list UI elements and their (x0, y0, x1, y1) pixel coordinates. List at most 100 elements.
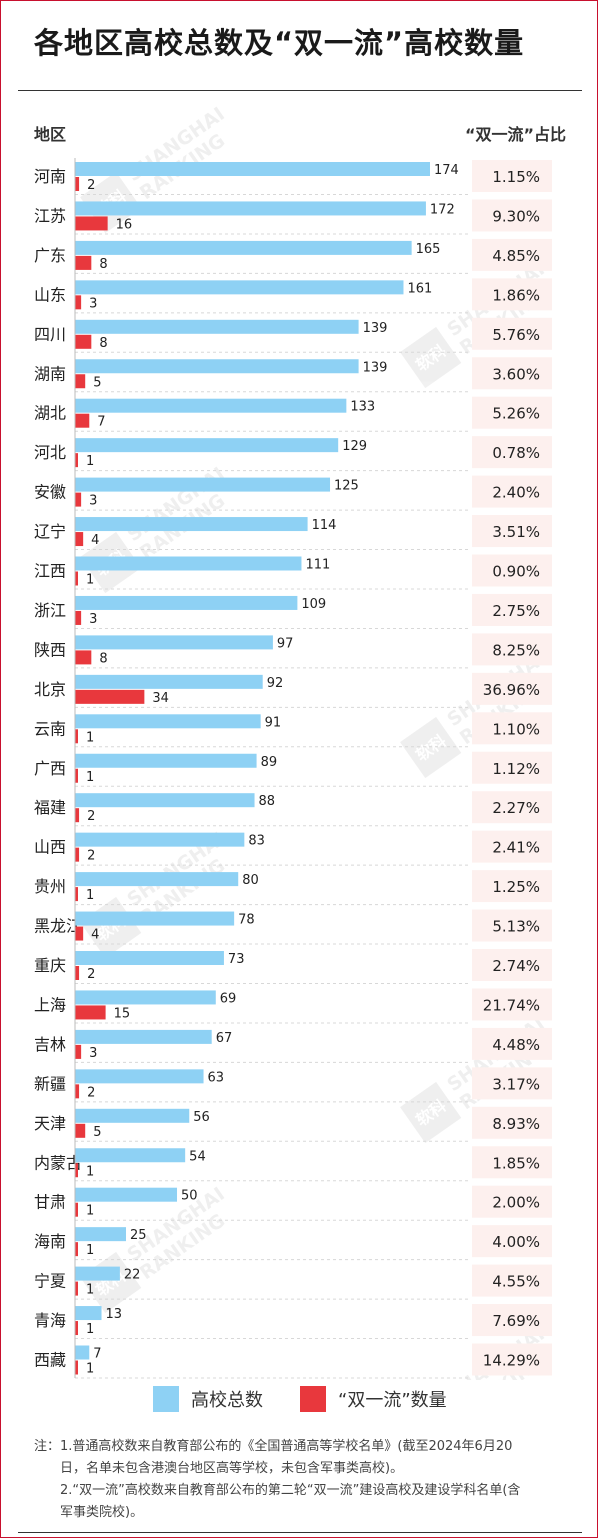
region-label: 宁夏 (34, 1272, 66, 1291)
total-value-label: 25 (130, 1228, 147, 1243)
dfc-bar (75, 1281, 78, 1296)
dfc-bar (75, 334, 92, 349)
footnote-line: 2.“双一流”高校数来自教育部公布的第二轮“双一流”建设高校及建设学科名单(含 (60, 1483, 521, 1498)
ratio-cell (472, 751, 552, 784)
ratio-label: 2.00% (492, 1194, 540, 1212)
dfc-bar (75, 1202, 78, 1217)
ratio-label: 1.15% (492, 168, 540, 186)
total-value-label: 129 (342, 439, 367, 454)
dfc-value-label: 2 (87, 849, 95, 864)
title-divider (18, 90, 582, 91)
total-bar (75, 398, 347, 413)
footnote-line: 军事类院校)。 (60, 1505, 144, 1520)
ratio-label: 5.13% (492, 918, 540, 936)
total-bar (75, 280, 404, 295)
dfc-value-label: 34 (152, 691, 169, 706)
ratio-cell (472, 1343, 552, 1376)
dfc-value-label: 16 (116, 217, 133, 232)
total-bar (75, 1345, 90, 1360)
total-bar (75, 990, 216, 1005)
ratio-label: 5.76% (492, 326, 540, 344)
legend-swatch-total (153, 1386, 179, 1412)
ratio-label: 8.93% (492, 1115, 540, 1133)
dfc-bar (75, 926, 84, 941)
dfc-bar (75, 1321, 78, 1336)
total-bar (75, 1148, 186, 1163)
region-label: 河北 (34, 443, 66, 462)
ratio-cell (472, 238, 552, 271)
total-value-label: 174 (434, 163, 459, 178)
ratio-label: 2.40% (492, 484, 540, 502)
ratio-cell (472, 1225, 552, 1258)
total-bar (75, 1029, 212, 1044)
dfc-value-label: 3 (89, 1046, 97, 1061)
total-value-label: 89 (261, 755, 278, 770)
dfc-bar (75, 1360, 78, 1375)
dfc-bar (75, 177, 80, 191)
ratio-cell (472, 633, 552, 666)
ratio-cell (472, 436, 552, 469)
dfc-value-label: 1 (86, 1164, 94, 1179)
region-label: 湖南 (34, 364, 66, 383)
ratio-cell (472, 909, 552, 942)
dfc-bar (75, 492, 82, 507)
total-bar (75, 753, 257, 768)
ratio-label: 0.78% (492, 444, 540, 462)
ratio-column-header: “双一流”占比 (464, 125, 566, 144)
ratio-cell (472, 278, 552, 311)
total-value-label: 78 (238, 913, 255, 928)
ratio-label: 0.90% (492, 563, 540, 581)
dfc-bar (75, 216, 108, 231)
dfc-bar (75, 650, 92, 665)
dfc-bar (75, 413, 90, 428)
total-bar (75, 595, 298, 610)
ratio-cell (472, 1027, 552, 1060)
ratio-label: 4.00% (492, 1233, 540, 1251)
dfc-bar (75, 729, 78, 744)
total-bar (75, 319, 359, 334)
total-value-label: 7 (93, 1347, 101, 1362)
total-value-label: 133 (350, 400, 375, 415)
region-label: 广西 (34, 759, 66, 778)
ratio-label: 36.96% (483, 681, 540, 699)
ratio-label: 9.30% (492, 207, 540, 225)
total-value-label: 172 (430, 202, 455, 217)
dfc-bar (75, 255, 92, 270)
ratio-label: 1.10% (492, 720, 540, 738)
region-label: 青海 (34, 1311, 66, 1330)
dfc-bar (75, 1242, 78, 1257)
total-bar (75, 1069, 204, 1084)
ratio-cell (472, 515, 552, 548)
total-bar (75, 477, 331, 492)
dfc-value-label: 2 (87, 178, 95, 193)
dfc-bar (75, 887, 78, 902)
dfc-value-label: 1 (86, 888, 94, 903)
dfc-bar (75, 1084, 80, 1099)
dfc-value-label: 3 (89, 296, 97, 311)
total-bar (75, 1227, 127, 1242)
dfc-value-label: 1 (86, 1204, 94, 1219)
ratio-label: 7.69% (492, 1312, 540, 1330)
total-bar (75, 517, 308, 532)
dfc-value-label: 2 (87, 967, 95, 982)
total-value-label: 114 (312, 518, 337, 533)
dfc-bar (75, 374, 86, 389)
ratio-cell (472, 593, 552, 626)
legend-item-dfc: “双一流”数量 (300, 1386, 447, 1412)
ratio-cell (472, 672, 552, 705)
total-value-label: 22 (124, 1268, 141, 1283)
ratio-cell (472, 870, 552, 903)
total-bar (75, 714, 261, 729)
region-label: 天津 (34, 1114, 66, 1133)
region-label: 黑龙江 (34, 917, 82, 936)
total-bar (75, 201, 426, 216)
total-bar (75, 793, 255, 808)
dfc-bar (75, 1005, 106, 1020)
dfc-value-label: 8 (99, 257, 107, 272)
total-value-label: 165 (416, 242, 441, 257)
region-label: 江西 (34, 562, 66, 581)
region-label: 广东 (34, 246, 66, 265)
dfc-bar (75, 1123, 86, 1138)
region-label: 辽宁 (34, 522, 66, 541)
total-value-label: 56 (193, 1110, 210, 1125)
